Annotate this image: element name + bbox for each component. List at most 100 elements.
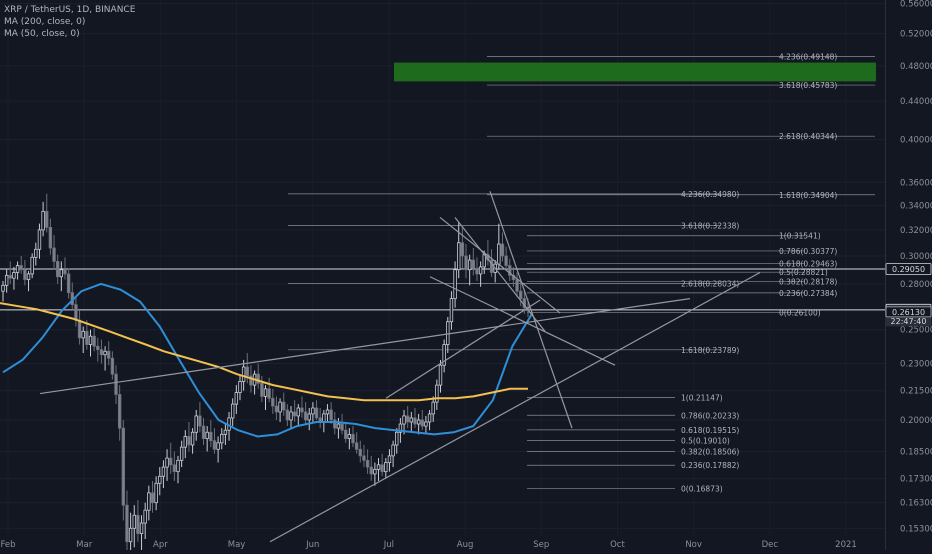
- y-axis: 0.56000 0.52000 0.48000 0.44000 0.40000 0.360…: [885, 0, 932, 550]
- ma200-line: [0, 302, 528, 402]
- y-tick-label: 0.18500: [900, 447, 932, 457]
- candle-body: [292, 411, 297, 417]
- candle-body: [34, 248, 38, 258]
- candle-body: [132, 514, 136, 529]
- candle-body: [172, 464, 177, 473]
- trendline: [439, 216, 561, 314]
- y-tick-label: 0.34000: [900, 201, 932, 211]
- y-tick-label: 0.21500: [900, 387, 932, 397]
- candle-body: [77, 319, 82, 339]
- candle-body: [464, 255, 468, 271]
- candle-body: [4, 274, 9, 286]
- fib-level-label: 0.236(0.17882): [681, 461, 739, 470]
- candle-body: [15, 265, 20, 273]
- trendline: [429, 276, 616, 366]
- candle-body: [37, 229, 42, 250]
- trendline: [385, 299, 541, 399]
- y-tick-label: 0.25000: [900, 326, 932, 336]
- candle-body: [344, 429, 348, 439]
- x-tick-label: Jun: [305, 540, 319, 550]
- candlesticks: [1, 193, 530, 554]
- price-label-text: 22:47:40: [891, 317, 927, 326]
- y-tick-label: 0.44000: [900, 97, 932, 107]
- fib-level-label: 1.618(0.34904): [779, 191, 837, 200]
- candle-body: [19, 265, 23, 271]
- candle-body: [158, 475, 162, 484]
- candle-body: [143, 509, 147, 524]
- fib-level-label: 3.618(0.32338): [681, 222, 739, 231]
- candle-body: [59, 269, 64, 278]
- x-axis: Feb Mar Apr May Jun Jul Aug Sep Oct Nov Dec 2021: [0, 540, 856, 550]
- candle-body: [442, 344, 446, 366]
- y-tick-label: 0.30000: [900, 252, 932, 262]
- candle-body: [508, 265, 512, 276]
- fib-level-label: 0.236(0.27384): [779, 289, 837, 298]
- candle-body: [85, 330, 89, 345]
- candle-body: [234, 392, 239, 405]
- candle-body: [26, 273, 31, 280]
- ma50-legend: MA (50, close, 0): [4, 29, 80, 39]
- candle-body: [457, 242, 461, 271]
- candle-body: [63, 269, 67, 275]
- fib-level-label: 2.618(0.40344): [779, 132, 837, 141]
- candle-body: [45, 210, 49, 228]
- candle-body: [165, 457, 169, 468]
- candle-body: [96, 345, 100, 351]
- candle-body: [8, 274, 12, 279]
- candle-body: [515, 279, 519, 292]
- candle-body: [336, 423, 341, 429]
- candle-body: [504, 255, 508, 266]
- candle-body: [125, 504, 129, 543]
- y-tick-label: 0.17300: [900, 475, 932, 485]
- x-tick-label: Mar: [76, 540, 93, 550]
- x-tick-label: Apr: [153, 540, 168, 550]
- fib-retracement-lower: 1(0.21147)0.786(0.20233)0.618(0.19515)0.…: [527, 393, 739, 494]
- candle-body: [519, 290, 523, 299]
- candle-body: [66, 273, 71, 294]
- fib-mid-extension: 4.236(0.34980) 3.618(0.32338) 2.618(0.2803…: [288, 190, 739, 355]
- candle-body: [241, 366, 246, 382]
- fib-level-label: 0.5(0.19010): [681, 436, 730, 445]
- fib-level-label: 0(0.26100): [779, 308, 821, 317]
- candle-body: [263, 388, 268, 397]
- candle-body: [438, 364, 443, 386]
- candle-body: [238, 381, 242, 393]
- candle-body: [176, 459, 180, 473]
- y-axis-background: [885, 0, 932, 550]
- candle-body: [500, 243, 505, 257]
- y-tick-label: 0.40000: [900, 136, 932, 146]
- fib-level-label: 3.618(0.45783): [779, 81, 837, 90]
- candle-body: [380, 464, 384, 473]
- candle-body: [107, 350, 111, 359]
- candle-body: [139, 522, 144, 535]
- candle-body: [121, 427, 126, 506]
- candle-body: [1, 284, 5, 292]
- trendlines: [39, 191, 761, 543]
- candle-body: [354, 442, 359, 450]
- candle-body: [395, 431, 399, 446]
- candle-body: [416, 419, 421, 425]
- fib-level-label: 1.618(0.23789): [681, 346, 739, 355]
- fib-level-label: 0.786(0.30377): [779, 247, 837, 256]
- candle-body: [289, 411, 293, 421]
- candle-body: [271, 397, 275, 407]
- ma50-line: [2, 282, 533, 438]
- candle-body: [340, 423, 344, 431]
- candle-body: [110, 357, 115, 375]
- candle-body: [136, 514, 140, 535]
- candle-body: [74, 304, 78, 321]
- y-tick-label: 0.32000: [900, 226, 932, 236]
- candle-body: [117, 394, 122, 429]
- candle-body: [325, 409, 330, 415]
- candle-body: [81, 330, 85, 339]
- candle-body: [128, 527, 133, 543]
- candle-body: [405, 415, 410, 423]
- y-tick-label: 0.48000: [900, 62, 932, 72]
- ma200-legend: MA (200, close, 0): [4, 17, 86, 27]
- fib-level-label: 0.618(0.19515): [681, 426, 739, 435]
- candle-body: [12, 272, 16, 279]
- candle-body: [282, 401, 286, 411]
- candle-body: [179, 446, 184, 461]
